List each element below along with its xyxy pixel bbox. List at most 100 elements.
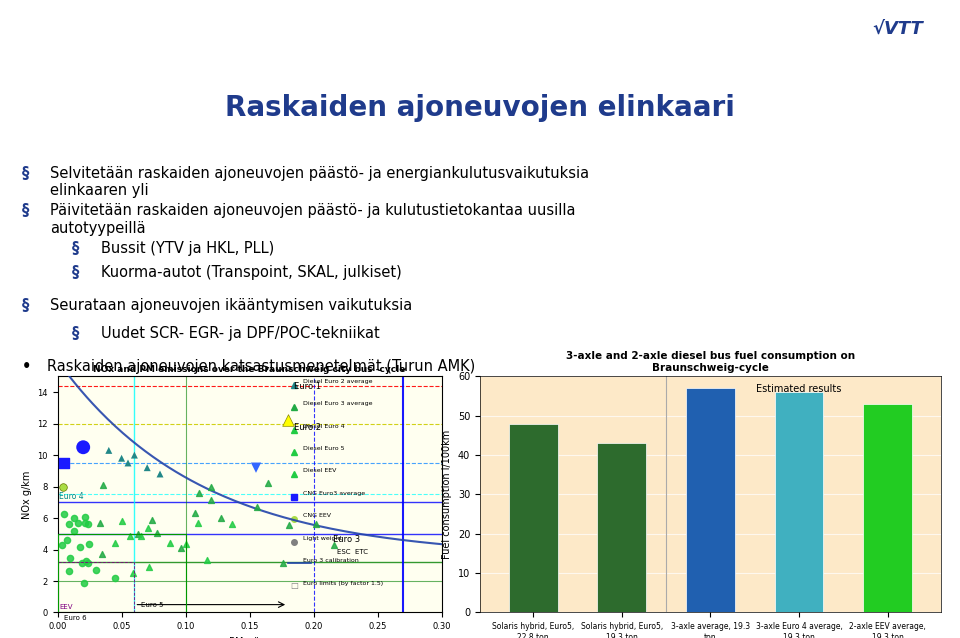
Text: Diesel Euro 2 average: Diesel Euro 2 average — [303, 379, 372, 384]
Text: CNG EEV: CNG EEV — [303, 514, 331, 518]
Point — [276, 558, 291, 568]
Text: 15: 15 — [787, 19, 806, 33]
Point — [325, 540, 341, 551]
Bar — [863, 404, 912, 612]
Text: Diesel Euro 3 average: Diesel Euro 3 average — [303, 401, 372, 406]
Bar — [58, 534, 185, 612]
Text: §: § — [21, 298, 29, 313]
Point — [153, 469, 168, 479]
Point — [78, 556, 93, 566]
Text: Euro 1: Euro 1 — [295, 382, 322, 391]
Point — [57, 458, 72, 468]
Point — [122, 531, 137, 541]
Text: Euro 6: Euro 6 — [64, 615, 86, 621]
Text: Euro 3: Euro 3 — [333, 535, 360, 544]
Point — [88, 565, 104, 575]
Point — [81, 558, 96, 568]
Point — [204, 482, 219, 492]
Text: Euro 5: Euro 5 — [141, 602, 163, 607]
Point — [225, 519, 240, 529]
Point — [280, 415, 296, 426]
Point — [54, 540, 69, 550]
Title: NOx and PM emissions over the Braunschweig city bus -cycle: NOx and PM emissions over the Braunschwe… — [93, 365, 406, 375]
Text: Diesel Euro 5: Diesel Euro 5 — [303, 446, 345, 451]
Text: □: □ — [290, 581, 298, 590]
Point — [108, 573, 123, 583]
Bar — [58, 562, 134, 612]
Text: Estimated results: Estimated results — [756, 384, 842, 394]
Point — [173, 542, 188, 553]
Point — [94, 549, 109, 559]
Text: Bussit (YTV ja HKL, PLL): Bussit (YTV ja HKL, PLL) — [101, 241, 274, 256]
Point — [81, 519, 96, 530]
Point — [127, 450, 142, 460]
Point — [204, 495, 219, 505]
Y-axis label: Fuel consumption l/100km: Fuel consumption l/100km — [443, 430, 452, 559]
Point — [250, 502, 265, 512]
Point — [61, 565, 77, 575]
Point — [191, 487, 206, 498]
Text: Raskaiden ajoneuvojen katsastusmenetelmät (Turun AMK): Raskaiden ajoneuvojen katsastusmenetelmä… — [47, 359, 475, 375]
Text: •: • — [21, 359, 31, 375]
Text: Diesel EEV: Diesel EEV — [303, 468, 337, 473]
Text: Selvitetään raskaiden ajoneuvojen päästö- ja energiankulutusvaikutuksia
elinkaar: Selvitetään raskaiden ajoneuvojen päästö… — [51, 166, 589, 198]
Point — [213, 513, 228, 523]
Point — [66, 526, 82, 536]
Point — [308, 519, 324, 529]
Point — [190, 518, 205, 528]
Point — [150, 528, 165, 538]
Bar — [686, 388, 734, 612]
Point — [73, 542, 88, 552]
Text: Euro 4: Euro 4 — [59, 492, 84, 501]
Text: Seurataan ajoneuvojen ikääntymisen vaikutuksia: Seurataan ajoneuvojen ikääntymisen vaiku… — [51, 298, 413, 313]
Title: 3-axle and 2-axle diesel bus fuel consumption on
Braunschweig-cycle: 3-axle and 2-axle diesel bus fuel consum… — [565, 352, 855, 373]
Point — [55, 482, 70, 492]
Bar — [775, 392, 824, 612]
Point — [101, 445, 116, 456]
Bar — [509, 424, 558, 612]
Point — [131, 528, 146, 538]
Point — [70, 518, 85, 528]
Text: §: § — [21, 204, 29, 218]
Text: √VTT: √VTT — [873, 20, 924, 38]
Point — [60, 535, 75, 545]
Y-axis label: NOx g/km: NOx g/km — [22, 470, 32, 519]
Point — [78, 512, 93, 523]
Text: §: § — [72, 265, 80, 280]
Point — [61, 519, 77, 530]
Text: ESC  ETC: ESC ETC — [337, 549, 368, 555]
Point — [81, 539, 96, 549]
Point — [114, 453, 130, 463]
Point — [120, 458, 135, 468]
Point — [188, 508, 204, 519]
Text: §: § — [72, 326, 80, 341]
Point — [162, 538, 178, 548]
Text: 22.11.2010: 22.11.2010 — [691, 21, 755, 31]
Point — [77, 517, 92, 528]
Text: Kuorma-autot (Transpoint, SKAL, julkiset): Kuorma-autot (Transpoint, SKAL, julkiset… — [101, 265, 401, 280]
Point — [139, 463, 155, 473]
Text: Päivitetään raskaiden ajoneuvojen päästö- ja kulutustietokantaa uusilla
autotyyp: Päivitetään raskaiden ajoneuvojen päästö… — [51, 204, 576, 236]
Point — [77, 578, 92, 588]
Text: CNG Euro3 average: CNG Euro3 average — [303, 491, 366, 496]
Text: Light weight: Light weight — [303, 536, 343, 541]
Point — [92, 517, 108, 528]
Point — [179, 538, 194, 549]
Point — [66, 513, 82, 523]
Point — [249, 463, 264, 473]
Point — [75, 558, 90, 568]
Point — [108, 538, 123, 548]
X-axis label: PM g/km: PM g/km — [228, 637, 271, 638]
Point — [144, 515, 159, 525]
Text: Diesel Euro 4: Diesel Euro 4 — [303, 424, 345, 429]
Text: Uudet SCR- EGR- ja DPF/POC-tekniikat: Uudet SCR- EGR- ja DPF/POC-tekniikat — [101, 326, 379, 341]
Text: Euro 2: Euro 2 — [295, 423, 322, 432]
Point — [281, 520, 297, 530]
Point — [95, 480, 110, 490]
Point — [141, 561, 156, 572]
Point — [62, 553, 78, 563]
Text: §: § — [72, 241, 80, 256]
Point — [199, 555, 214, 565]
Point — [140, 523, 156, 533]
Text: Euro 3 calibration: Euro 3 calibration — [303, 558, 359, 563]
